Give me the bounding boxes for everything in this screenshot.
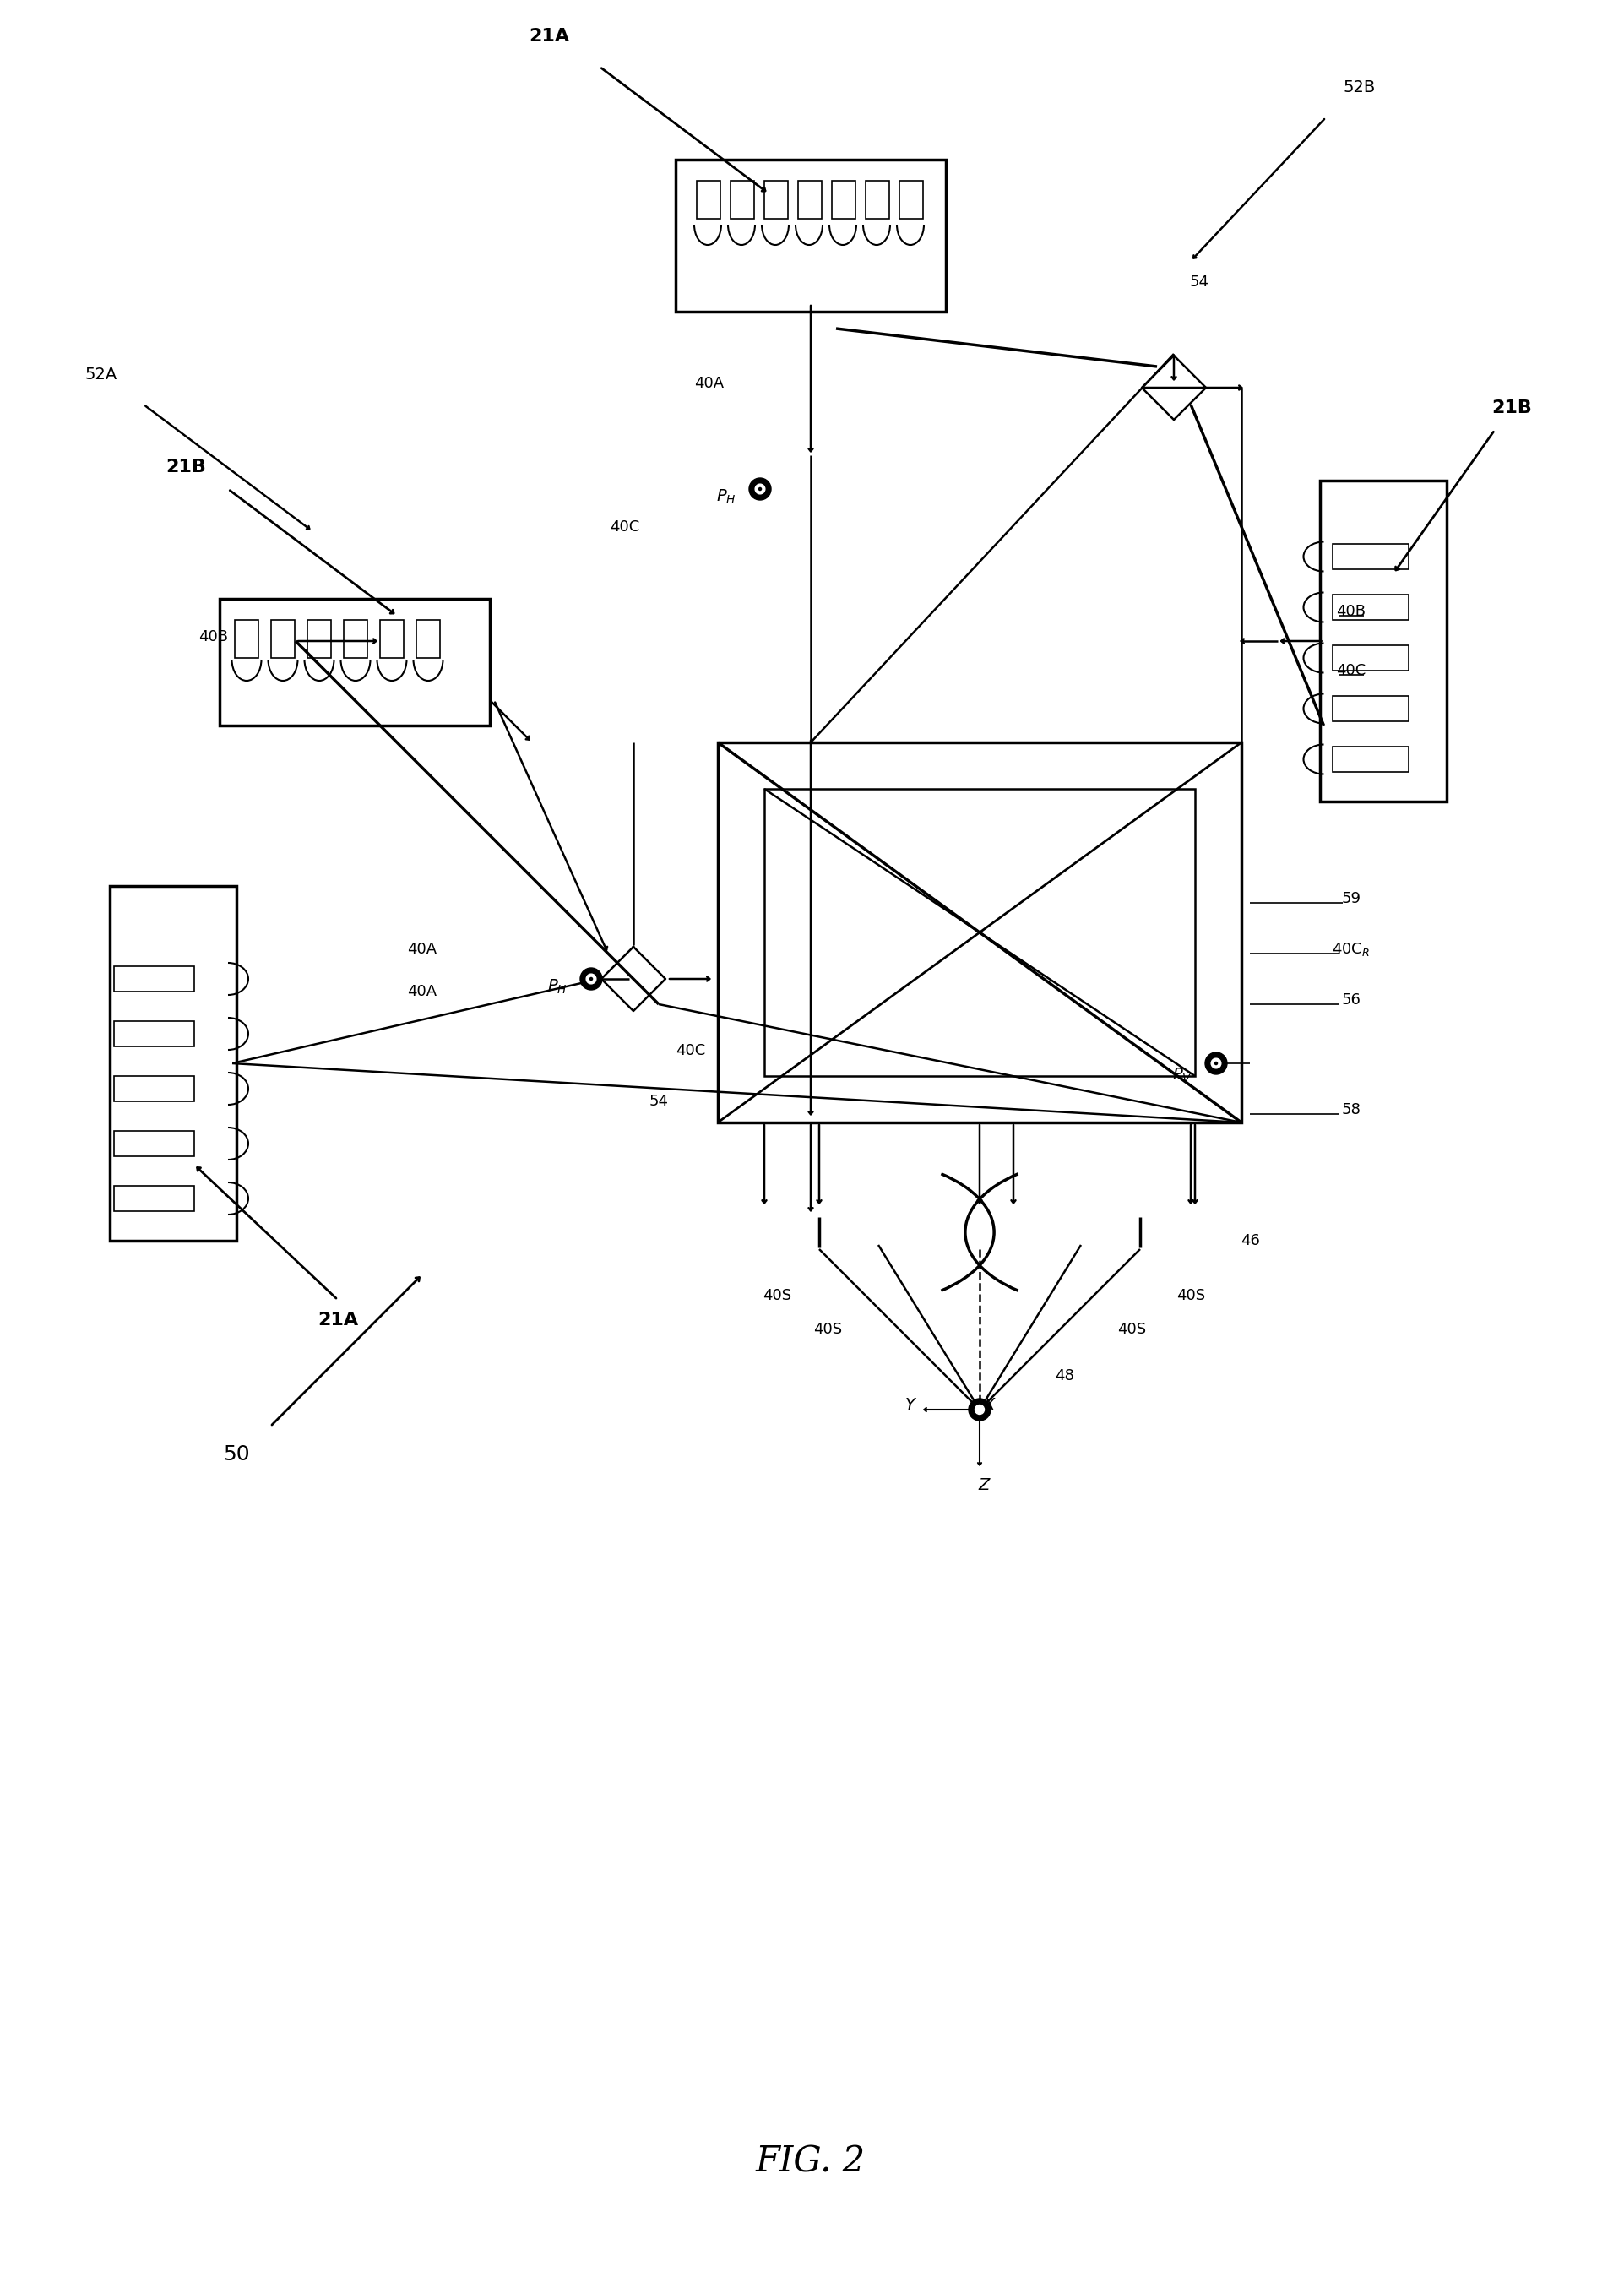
Text: Z: Z: [978, 1478, 989, 1494]
Bar: [1332, 595, 1408, 620]
Text: 40B: 40B: [1337, 604, 1366, 620]
Text: 48: 48: [1054, 1368, 1073, 1384]
Bar: [110, 885, 237, 1240]
Text: 40S: 40S: [1117, 1322, 1147, 1336]
Text: 50: 50: [222, 1444, 250, 1464]
Text: 54: 54: [1189, 275, 1208, 291]
Text: 52A: 52A: [84, 366, 117, 382]
Text: 40C: 40C: [611, 519, 640, 535]
Text: 40C$_R$: 40C$_R$: [1332, 940, 1371, 959]
Bar: [718, 741, 1241, 1123]
Text: X: X: [984, 1398, 996, 1414]
Circle shape: [974, 1405, 984, 1414]
Bar: [219, 599, 490, 725]
Circle shape: [758, 487, 762, 490]
Text: 40A: 40A: [695, 375, 724, 391]
Text: 52B: 52B: [1343, 80, 1376, 96]
Text: $P_H$: $P_H$: [716, 487, 736, 506]
Circle shape: [1205, 1052, 1228, 1075]
Bar: [797, 181, 822, 220]
Circle shape: [749, 478, 771, 501]
Text: 21A: 21A: [317, 1311, 359, 1329]
Circle shape: [590, 977, 593, 979]
Bar: [114, 1020, 195, 1046]
Circle shape: [1215, 1062, 1218, 1064]
Text: 56: 56: [1341, 993, 1361, 1007]
Text: 40B: 40B: [198, 629, 227, 645]
Text: Y: Y: [905, 1398, 916, 1414]
Text: 54: 54: [650, 1094, 669, 1110]
Text: 40S: 40S: [1176, 1288, 1205, 1304]
Bar: [866, 181, 890, 220]
Bar: [900, 181, 922, 220]
Bar: [344, 620, 367, 659]
Text: 40S: 40S: [814, 1322, 841, 1336]
Text: 40A: 40A: [408, 943, 437, 956]
Bar: [1332, 645, 1408, 670]
Text: 21A: 21A: [529, 27, 570, 46]
Bar: [765, 789, 1195, 1075]
Circle shape: [580, 968, 603, 991]
Bar: [1332, 746, 1408, 771]
Text: 59: 59: [1341, 890, 1361, 906]
Bar: [676, 160, 945, 311]
Text: 58: 58: [1341, 1103, 1361, 1117]
Bar: [765, 181, 788, 220]
Text: 21B: 21B: [1491, 400, 1531, 416]
Circle shape: [755, 485, 765, 494]
Bar: [114, 1075, 195, 1101]
Bar: [1332, 696, 1408, 721]
Bar: [114, 1185, 195, 1210]
Text: 40S: 40S: [763, 1288, 791, 1304]
Bar: [114, 1130, 195, 1155]
Circle shape: [1212, 1059, 1221, 1068]
Bar: [831, 181, 856, 220]
Text: 40C: 40C: [1337, 664, 1366, 677]
Bar: [1320, 480, 1447, 801]
Text: 46: 46: [1241, 1233, 1260, 1249]
Text: 21B: 21B: [166, 458, 206, 476]
Bar: [114, 966, 195, 991]
Bar: [235, 620, 258, 659]
Bar: [380, 620, 404, 659]
Text: $P_H$: $P_H$: [547, 977, 567, 995]
Bar: [731, 181, 754, 220]
Text: 40C: 40C: [676, 1043, 705, 1059]
Text: $P_V$: $P_V$: [1173, 1066, 1192, 1085]
Bar: [697, 181, 721, 220]
Bar: [271, 620, 294, 659]
Text: 40A: 40A: [408, 984, 437, 1000]
Text: FIG. 2: FIG. 2: [755, 2144, 866, 2178]
Circle shape: [968, 1398, 991, 1421]
Bar: [416, 620, 440, 659]
Circle shape: [586, 975, 596, 984]
Bar: [307, 620, 331, 659]
Bar: [1332, 545, 1408, 570]
